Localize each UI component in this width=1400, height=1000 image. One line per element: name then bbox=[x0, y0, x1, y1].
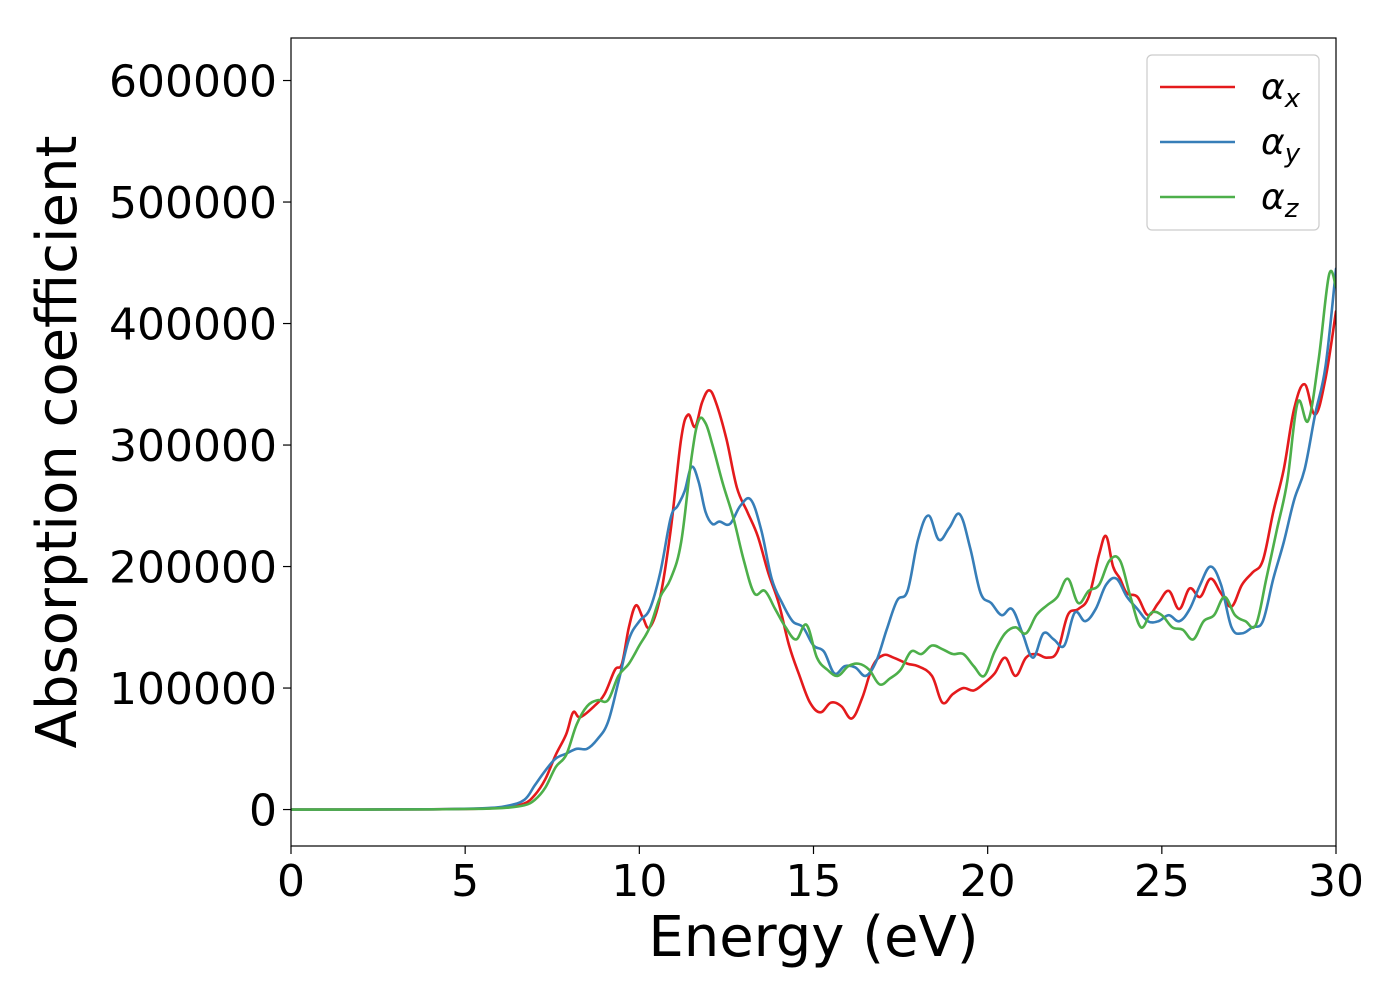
y-tick-label: 600000 bbox=[109, 57, 277, 108]
x-tick-label: 5 bbox=[451, 856, 479, 907]
series-layer bbox=[291, 267, 1336, 811]
y-tick-label: 0 bbox=[249, 786, 277, 837]
y-tick-label: 200000 bbox=[109, 543, 277, 594]
y-tick-label: 300000 bbox=[109, 421, 277, 472]
legend-label-alpha-y: αy bbox=[1261, 122, 1301, 169]
legend-label-alpha-z: αz bbox=[1261, 177, 1300, 224]
legend-items: αx αy αz bbox=[1160, 67, 1301, 224]
x-tick-label: 10 bbox=[611, 856, 667, 907]
x-tick-label: 15 bbox=[786, 856, 842, 907]
x-tick-label: 0 bbox=[277, 856, 305, 907]
series-line-alpha-x bbox=[291, 310, 1336, 811]
y-tick-label: 100000 bbox=[109, 664, 277, 715]
legend: αx αy αz bbox=[1146, 54, 1320, 231]
x-tick-label: 25 bbox=[1134, 856, 1190, 907]
y-tick-label: 500000 bbox=[109, 178, 277, 229]
y-axis: 0 100000 200000 300000 400000 500000 600000 bbox=[109, 57, 291, 837]
x-axis: 0 5 10 15 20 25 30 bbox=[277, 846, 1364, 907]
x-tick-label: 20 bbox=[960, 856, 1016, 907]
y-axis-title: Absorption coefficient bbox=[25, 136, 90, 749]
series-line-alpha-z bbox=[291, 269, 1336, 811]
plot-area bbox=[290, 37, 1337, 847]
y-tick-label: 400000 bbox=[109, 300, 277, 351]
x-tick-label: 30 bbox=[1308, 856, 1364, 907]
series-line-alpha-y bbox=[291, 267, 1336, 811]
legend-label-alpha-x: αx bbox=[1261, 67, 1301, 114]
x-axis-title: Energy (eV) bbox=[648, 905, 978, 970]
